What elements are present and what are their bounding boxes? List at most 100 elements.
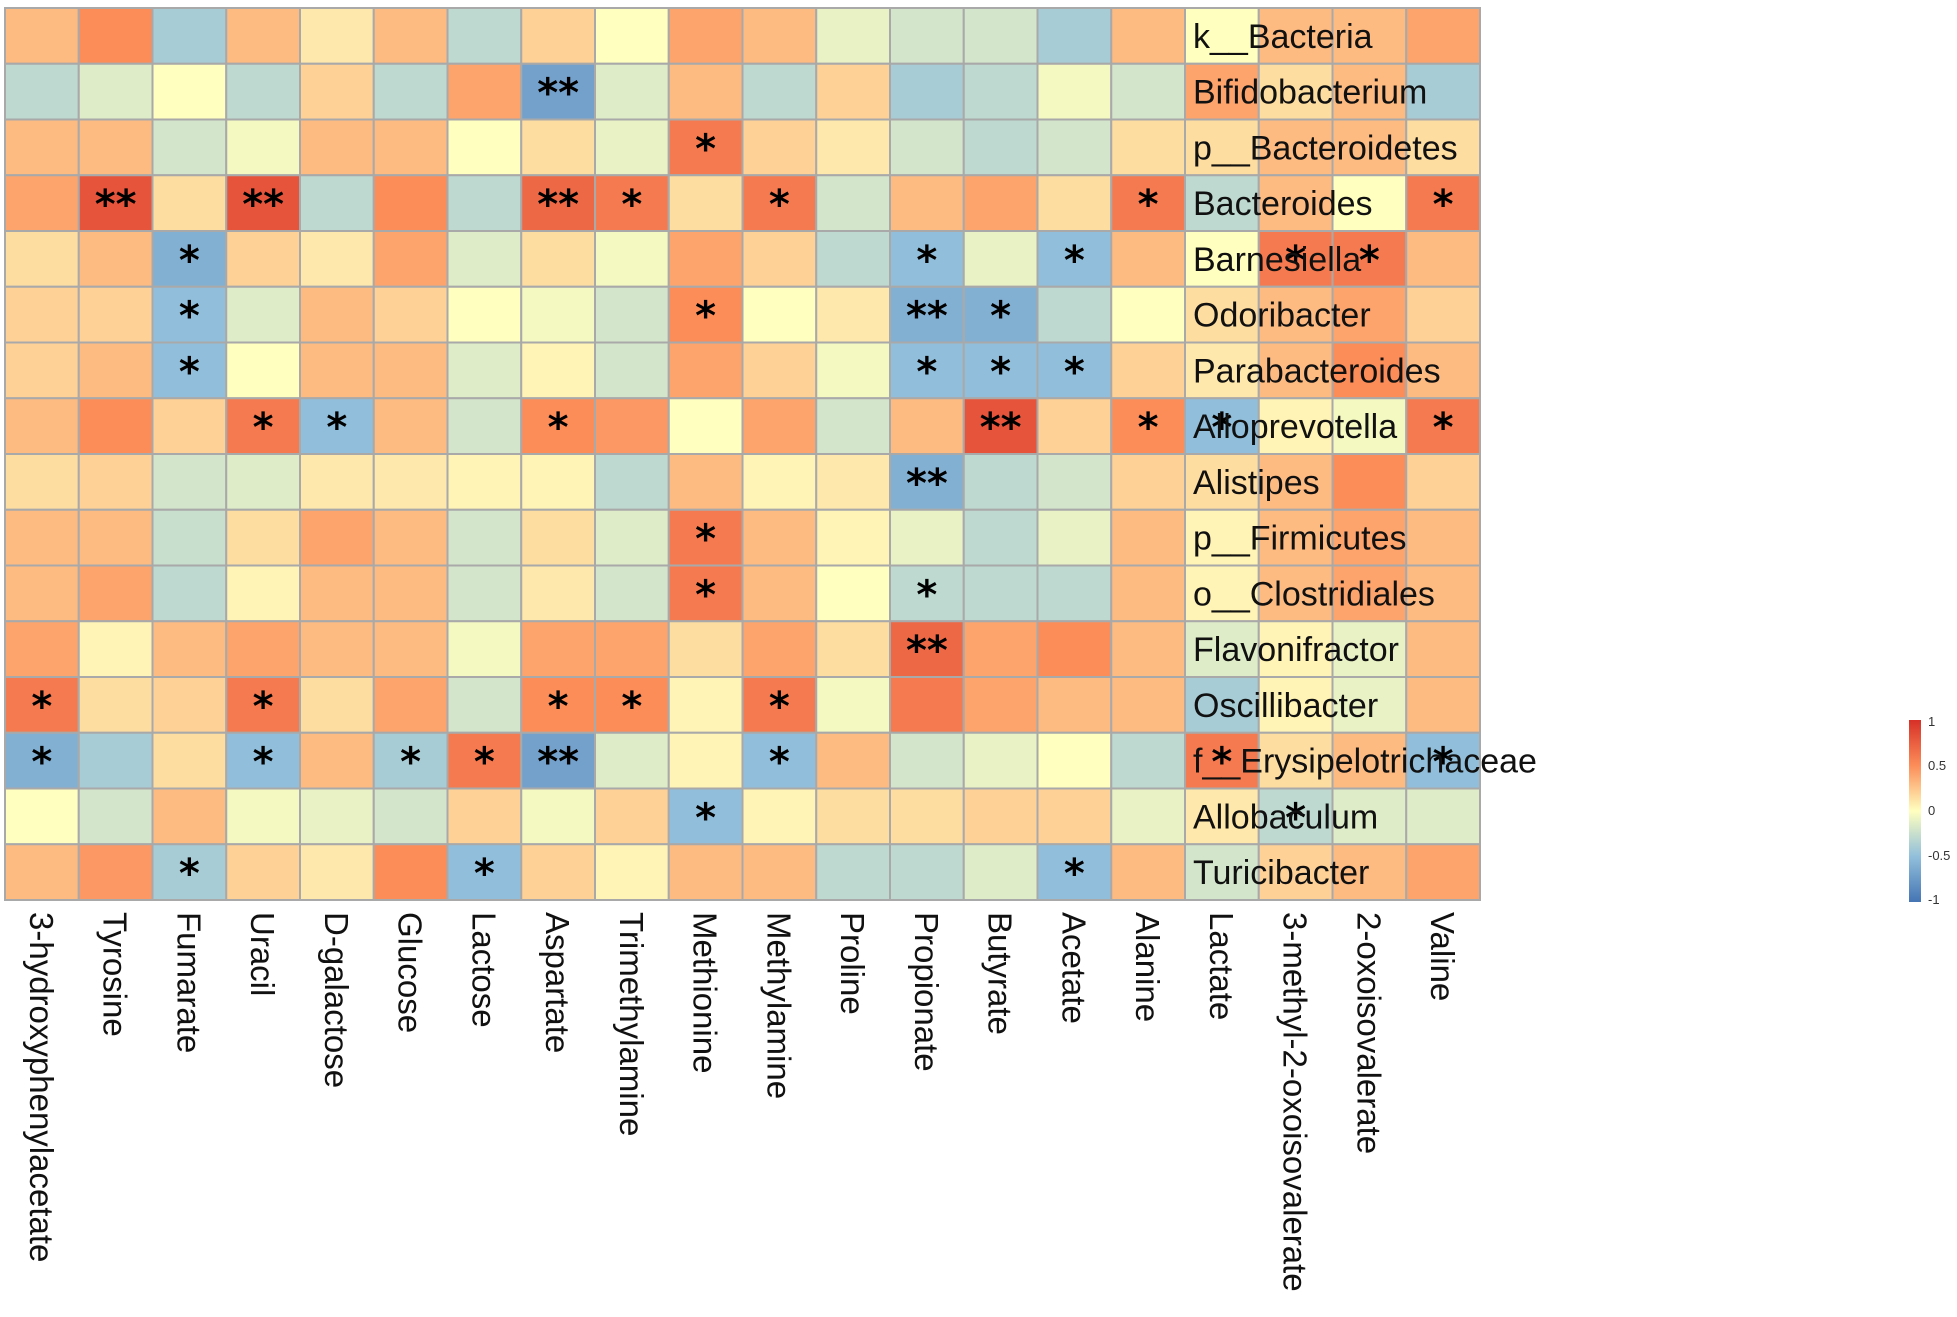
heatmap-cell [1405, 230, 1481, 288]
heatmap-cell [741, 341, 818, 400]
heatmap-cell [4, 787, 80, 846]
row-label: k__Bacteria [1193, 18, 1373, 56]
heatmap-cell [151, 397, 228, 455]
heatmap-cell [4, 620, 80, 678]
column-label: Uracil [244, 912, 281, 996]
heatmap-cell [1110, 731, 1186, 790]
heatmap-cell [77, 843, 154, 901]
significance-mark: * [179, 349, 200, 395]
heatmap-cell [77, 397, 154, 455]
legend-tick-label: -1 [1928, 892, 1940, 907]
heatmap-cell [1036, 285, 1113, 344]
heatmap-cell [151, 62, 228, 121]
heatmap-cell [594, 341, 670, 400]
heatmap-cell [520, 397, 596, 455]
heatmap-cell [1184, 7, 1260, 65]
heatmap-cell [77, 7, 154, 65]
heatmap-cell [815, 7, 891, 65]
heatmap-cell [962, 453, 1039, 511]
heatmap-cell [151, 508, 228, 567]
legend-tick-label: -0.5 [1928, 848, 1950, 863]
heatmap-cell [520, 7, 596, 65]
heatmap-cell [667, 341, 744, 400]
heatmap-cell [77, 620, 154, 678]
heatmap-cell [667, 62, 744, 121]
heatmap-cell [1110, 843, 1186, 901]
heatmap-cell [962, 676, 1039, 734]
heatmap-cell [889, 397, 965, 455]
heatmap-cell [520, 174, 596, 232]
significance-mark: ** [537, 71, 579, 117]
legend-tick-label: 1 [1928, 714, 1935, 729]
heatmap-cell [667, 843, 744, 901]
heatmap-cell [299, 843, 375, 901]
heatmap-cell [594, 508, 670, 567]
heatmap-cell [594, 62, 670, 121]
significance-mark: * [1138, 405, 1159, 451]
heatmap-cell [77, 341, 154, 400]
significance-mark: * [1433, 740, 1454, 786]
heatmap-cell [151, 676, 228, 734]
significance-mark: * [179, 238, 200, 284]
heatmap-cell [1331, 564, 1408, 623]
significance-mark: * [1211, 740, 1232, 786]
heatmap-cell [1257, 843, 1334, 901]
heatmap-cell [741, 230, 818, 288]
heatmap-cell [815, 508, 891, 567]
heatmap-cell [1405, 843, 1481, 901]
heatmap-cell [151, 118, 228, 177]
heatmap-cell [1257, 731, 1334, 790]
row-label: Flavonifractor [1193, 631, 1399, 669]
heatmap-cell [1036, 843, 1113, 901]
heatmap-cell [77, 731, 154, 790]
heatmap-cell [741, 7, 818, 65]
heatmap-cell [1257, 676, 1334, 734]
significance-mark: ** [242, 182, 284, 228]
significance-marks: ***** ** ** * * * ** * * * ** * ** ** * * ** * * ** * * ***** *… [31, 71, 1453, 898]
significance-mark: * [179, 294, 200, 340]
column-label: Butyrate [982, 912, 1019, 1035]
significance-mark: * [695, 572, 716, 618]
heatmap-cell [446, 174, 523, 232]
heatmap-cell [77, 564, 154, 623]
heatmap-cell [4, 564, 80, 623]
heatmap-cell [4, 843, 80, 901]
heatmap-cell [4, 453, 80, 511]
heatmap-cell [446, 508, 523, 567]
significance-mark: * [548, 405, 569, 451]
heatmap-cell [446, 118, 523, 177]
heatmap-cell [594, 731, 670, 790]
significance-mark: * [695, 126, 716, 172]
heatmap-cell [372, 7, 449, 65]
significance-mark: * [1211, 405, 1232, 451]
column-label: 2-oxoisovalerate [1350, 912, 1387, 1154]
column-label: Trimethylamine [613, 912, 650, 1136]
heatmap-cell [815, 341, 891, 400]
significance-mark: ** [906, 294, 948, 340]
heatmap-cell [962, 7, 1039, 65]
heatmap-cell [1257, 230, 1334, 288]
heatmap-cell [962, 174, 1039, 232]
heatmap-cell [151, 731, 228, 790]
heatmap-cell [225, 174, 301, 232]
heatmap-cell [225, 230, 301, 288]
heatmap-cell [1405, 453, 1481, 511]
column-label: Aspartate [539, 912, 576, 1053]
heatmap-cell [4, 341, 80, 400]
heatmap-cell [151, 174, 228, 232]
heatmap-cell [667, 676, 744, 734]
heatmap-cell [372, 564, 449, 623]
heatmap-cell [225, 508, 301, 567]
heatmap-cell [889, 174, 965, 232]
heatmap-cell [1405, 174, 1481, 232]
heatmap-cell [1331, 7, 1408, 65]
heatmap-cell [889, 7, 965, 65]
heatmap-cell [1110, 397, 1186, 455]
significance-mark: * [990, 294, 1011, 340]
heatmap-cell [225, 843, 301, 901]
significance-mark: * [621, 182, 642, 228]
heatmap-cell [594, 397, 670, 455]
significance-mark: * [621, 684, 642, 730]
significance-mark: * [1433, 182, 1454, 228]
